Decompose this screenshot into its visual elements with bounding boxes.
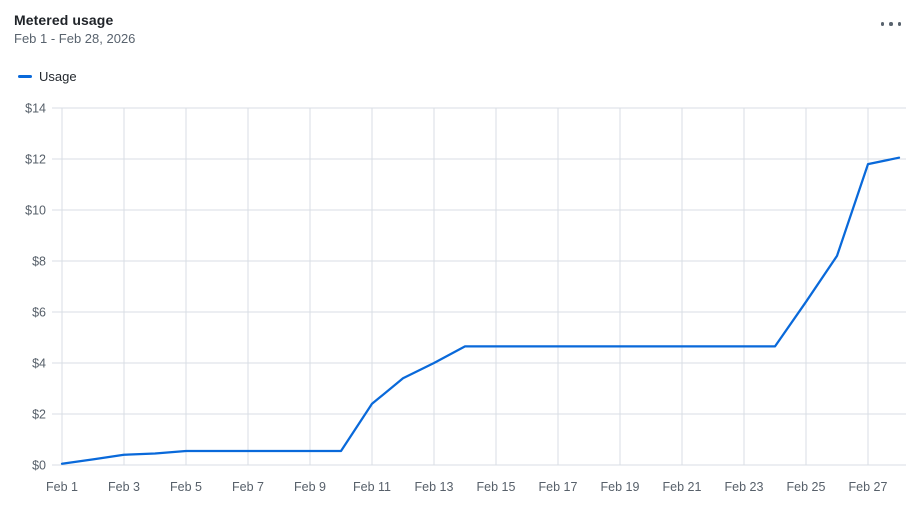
y-axis-label: $10 bbox=[25, 204, 46, 218]
x-axis-label: Feb 13 bbox=[415, 480, 454, 494]
x-axis-label: Feb 21 bbox=[663, 480, 702, 494]
y-axis-label: $6 bbox=[32, 306, 46, 320]
legend-label: Usage bbox=[39, 68, 77, 84]
legend: Usage bbox=[18, 68, 77, 84]
date-range: Feb 1 - Feb 28, 2026 bbox=[14, 31, 136, 46]
y-axis-label: $14 bbox=[25, 102, 46, 116]
x-axis-label: Feb 3 bbox=[108, 480, 140, 494]
y-axis-label: $0 bbox=[32, 459, 46, 473]
x-axis-label: Feb 5 bbox=[170, 480, 202, 494]
y-axis-label: $8 bbox=[32, 255, 46, 269]
x-axis-label: Feb 17 bbox=[539, 480, 578, 494]
y-axis-label: $12 bbox=[25, 153, 46, 167]
kebab-horizontal-icon bbox=[889, 22, 893, 26]
x-axis-label: Feb 1 bbox=[46, 480, 78, 494]
x-axis-label: Feb 27 bbox=[849, 480, 888, 494]
kebab-menu-button[interactable] bbox=[872, 11, 910, 37]
x-axis-label: Feb 19 bbox=[601, 480, 640, 494]
x-axis-label: Feb 23 bbox=[725, 480, 764, 494]
legend-swatch-usage bbox=[18, 74, 32, 78]
x-axis-label: Feb 9 bbox=[294, 480, 326, 494]
kebab-horizontal-icon bbox=[880, 22, 885, 26]
page-title: Metered usage bbox=[14, 12, 114, 28]
y-axis-label: $4 bbox=[32, 357, 46, 371]
y-axis-label: $2 bbox=[32, 408, 46, 422]
x-axis-label: Feb 7 bbox=[232, 480, 264, 494]
x-axis-label: Feb 15 bbox=[477, 480, 516, 494]
usage-series-line[interactable] bbox=[60, 156, 901, 465]
x-axis-label: Feb 11 bbox=[353, 480, 391, 494]
kebab-horizontal-icon bbox=[897, 22, 902, 26]
x-axis-label: Feb 25 bbox=[787, 480, 826, 494]
